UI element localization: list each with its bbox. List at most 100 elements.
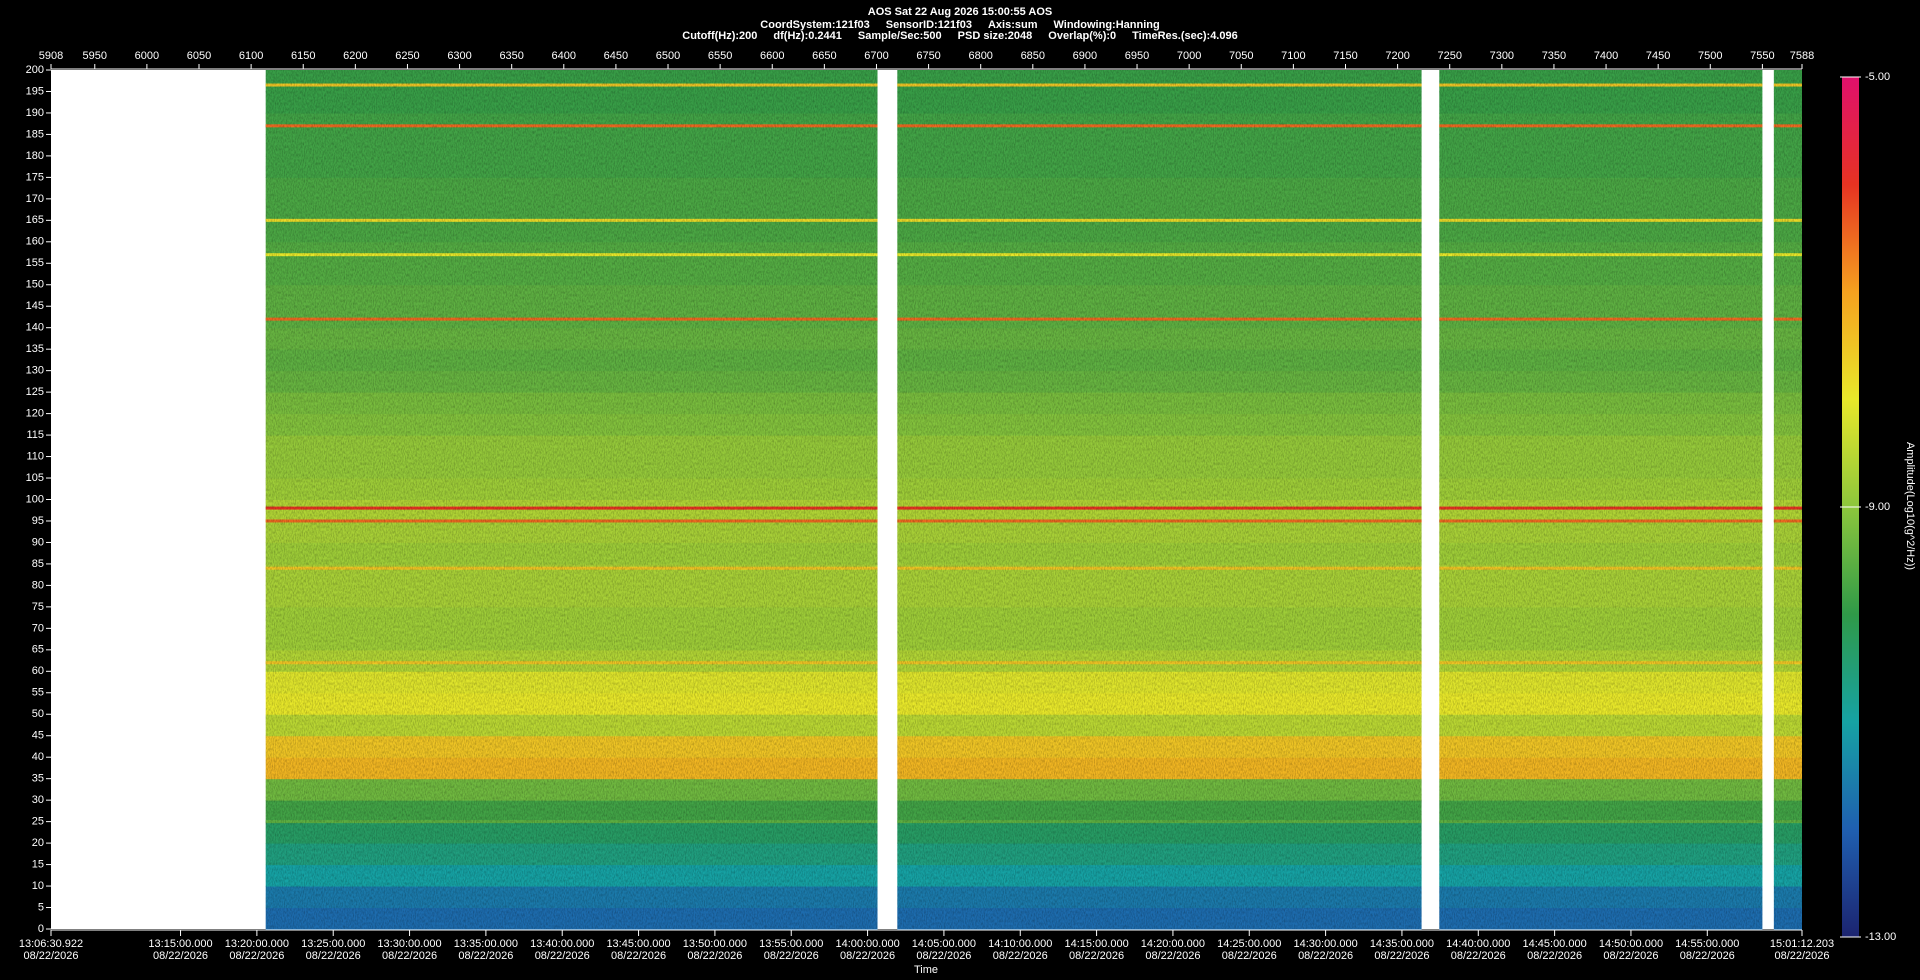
- info-item: Axis:sum: [988, 19, 1038, 31]
- x-tick-label: 13:06:30.922: [19, 938, 83, 950]
- y-tick-label: 25: [32, 816, 44, 828]
- info-item: CoordSystem:121f03: [760, 19, 869, 31]
- x-tick-label: 14:50:00.000: [1599, 938, 1663, 950]
- x2-tick-label: 6450: [604, 50, 628, 62]
- x2-tick-label: 6150: [291, 50, 315, 62]
- x-tick-label: 13:35:00.000: [454, 938, 518, 950]
- x-axis-label: Time: [914, 964, 938, 976]
- y-tick-label: 60: [32, 665, 44, 677]
- x2-tick-label: 6250: [395, 50, 419, 62]
- x2-tick-label: 7150: [1333, 50, 1357, 62]
- y-tick-label: 135: [26, 343, 44, 355]
- x-tick-label: 13:20:00.000: [225, 938, 289, 950]
- x2-tick-label: 5908: [39, 50, 63, 62]
- x2-tick-label: 7350: [1542, 50, 1566, 62]
- y-tick-label: 30: [32, 794, 44, 806]
- x-tick-date: 08/22/2026: [1222, 950, 1277, 962]
- x-tick-label: 14:20:00.000: [1141, 938, 1205, 950]
- x-tick-date: 08/22/2026: [1774, 950, 1829, 962]
- y-tick-label: 100: [26, 493, 44, 505]
- info-item: Windowing:Hanning: [1053, 19, 1159, 31]
- y-tick-label: 65: [32, 644, 44, 656]
- y-tick-label: 75: [32, 601, 44, 613]
- x-tick-date: 08/22/2026: [1069, 950, 1124, 962]
- x-tick-label: 13:25:00.000: [301, 938, 365, 950]
- x2-tick-label: 6900: [1073, 50, 1097, 62]
- y-tick-label: 80: [32, 579, 44, 591]
- x-tick-label: 13:50:00.000: [683, 938, 747, 950]
- x-tick-date: 08/22/2026: [1527, 950, 1582, 962]
- x2-tick-label: 7550: [1750, 50, 1774, 62]
- info-item: Sample/Sec:500: [858, 30, 942, 42]
- y-tick-label: 140: [26, 322, 44, 334]
- x-tick-label: 14:10:00.000: [988, 938, 1052, 950]
- y-tick-label: 200: [26, 64, 44, 76]
- x-tick-date: 08/22/2026: [1451, 950, 1506, 962]
- colorbar-tick-label: -9.00: [1865, 501, 1890, 513]
- x-tick-date: 08/22/2026: [1603, 950, 1658, 962]
- y-tick-label: 15: [32, 858, 44, 870]
- info-item: SensorID:121f03: [886, 19, 972, 31]
- info-item: Overlap(%):0: [1048, 30, 1116, 42]
- x-tick-label: 13:55:00.000: [759, 938, 823, 950]
- x-tick-label: 14:30:00.000: [1293, 938, 1357, 950]
- x2-tick-label: 6200: [343, 50, 367, 62]
- x2-tick-label: 7100: [1281, 50, 1305, 62]
- x2-tick-label: 7588: [1790, 50, 1814, 62]
- y-tick-label: 55: [32, 687, 44, 699]
- x-tick-date: 08/22/2026: [229, 950, 284, 962]
- x2-tick-label: 6650: [812, 50, 836, 62]
- y-tick-label: 105: [26, 472, 44, 484]
- y-tick-label: 165: [26, 214, 44, 226]
- x-tick-date: 08/22/2026: [840, 950, 895, 962]
- x2-tick-label: 6700: [864, 50, 888, 62]
- x2-tick-label: 7250: [1437, 50, 1461, 62]
- x2-tick-label: 6850: [1021, 50, 1045, 62]
- info-item: df(Hz):0.2441: [773, 30, 841, 42]
- y-tick-label: 20: [32, 837, 44, 849]
- info-item: Cutoff(Hz):200: [682, 30, 757, 42]
- x2-tick-label: 7300: [1490, 50, 1514, 62]
- x2-tick-label: 7450: [1646, 50, 1670, 62]
- y-tick-label: 115: [26, 429, 44, 441]
- y-tick-label: 120: [26, 408, 44, 420]
- x-tick-label: 14:35:00.000: [1370, 938, 1434, 950]
- y-tick-label: 95: [32, 515, 44, 527]
- texture: [265, 70, 1802, 929]
- y-tick-label: 85: [32, 558, 44, 570]
- y-tick-label: 175: [26, 171, 44, 183]
- x2-tick-label: 6000: [135, 50, 159, 62]
- x-tick-label: 13:40:00.000: [530, 938, 594, 950]
- x2-tick-label: 6800: [968, 50, 992, 62]
- x2-tick-label: 6550: [708, 50, 732, 62]
- x2-tick-label: 6400: [552, 50, 576, 62]
- y-tick-label: 160: [26, 236, 44, 248]
- x2-tick-label: 5950: [83, 50, 107, 62]
- x-tick-date: 08/22/2026: [458, 950, 513, 962]
- x-tick-date: 08/22/2026: [611, 950, 666, 962]
- x2-tick-label: 6950: [1125, 50, 1149, 62]
- x-tick-label: 15:01:12.203: [1770, 938, 1834, 950]
- x-tick-date: 08/22/2026: [993, 950, 1048, 962]
- x-tick-date: 08/22/2026: [1298, 950, 1353, 962]
- y-tick-label: 130: [26, 365, 44, 377]
- x-tick-date: 08/22/2026: [1680, 950, 1735, 962]
- x2-tick-label: 7200: [1385, 50, 1409, 62]
- x2-tick-label: 7500: [1698, 50, 1722, 62]
- y-tick-label: 40: [32, 751, 44, 763]
- x-tick-label: 14:40:00.000: [1446, 938, 1510, 950]
- y-tick-label: 145: [26, 300, 44, 312]
- x-tick-label: 14:15:00.000: [1064, 938, 1128, 950]
- x-tick-date: 08/22/2026: [23, 950, 78, 962]
- x2-tick-label: 6500: [656, 50, 680, 62]
- x-tick-label: 14:00:00.000: [835, 938, 899, 950]
- x2-tick-label: 6350: [499, 50, 523, 62]
- y-tick-label: 90: [32, 536, 44, 548]
- y-tick-label: 10: [32, 880, 44, 892]
- x2-tick-label: 6600: [760, 50, 784, 62]
- y-tick-label: 45: [32, 730, 44, 742]
- y-tick-label: 195: [26, 85, 44, 97]
- colorbar-tick-label: -13.00: [1865, 931, 1896, 943]
- x-tick-label: 13:45:00.000: [606, 938, 670, 950]
- y-tick-label: 50: [32, 708, 44, 720]
